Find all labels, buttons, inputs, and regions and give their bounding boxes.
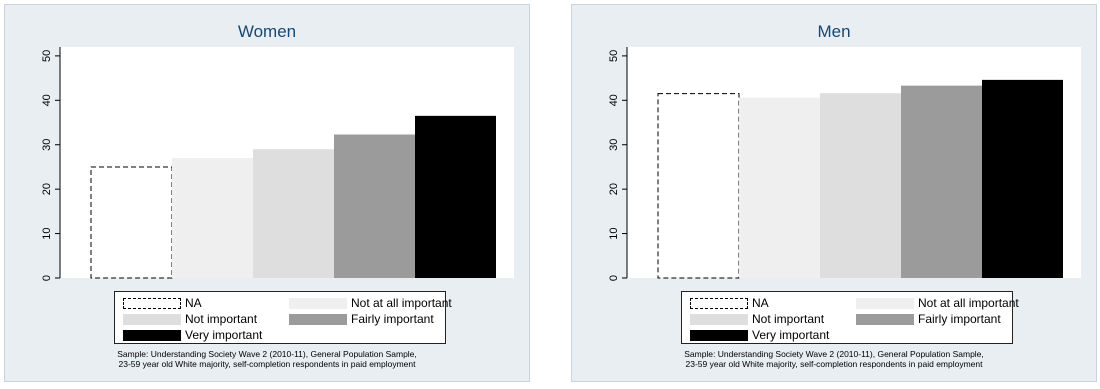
bar-not-at-all-important xyxy=(739,97,820,279)
legend-swatch-very-important xyxy=(690,330,748,341)
legend-swatch-not-at-all-important xyxy=(856,298,914,309)
chart-title: Women xyxy=(237,22,297,41)
chart-legend: NA Not at all important Not important Fa… xyxy=(114,291,452,344)
bar-not-important xyxy=(820,93,901,278)
bar-very-important xyxy=(415,115,496,278)
legend-label-na: NA xyxy=(185,296,202,310)
y-tick-label: 40 xyxy=(608,94,620,106)
bar-na xyxy=(657,93,740,279)
y-tick-label: 50 xyxy=(41,50,53,62)
y-tick-label: 40 xyxy=(41,94,53,106)
sample-note: Sample: Understanding Society Wave 2 (20… xyxy=(572,349,1096,369)
legend-swatch-not-at-all-important xyxy=(289,298,347,309)
sample-note-line-1: Sample: Understanding Society Wave 2 (20… xyxy=(684,349,984,359)
legend-label-very-important: Very important xyxy=(185,328,263,342)
y-tick-label: 20 xyxy=(41,183,53,195)
y-tick-label: 30 xyxy=(608,139,620,151)
legend-swatch-fairly-important xyxy=(856,314,914,325)
legend-swatch-fairly-important xyxy=(289,314,347,325)
legend-label-na: NA xyxy=(752,296,769,310)
y-tick-label: 20 xyxy=(608,183,620,195)
bar-not-important xyxy=(253,149,334,278)
men-chart-panel: Men 0 10 20 30 40 50 NA Not at all important … xyxy=(571,4,1097,382)
women-chart-panel: Women 0 10 20 30 40 50 NA Not at all importan… xyxy=(4,4,530,382)
men-bar-chart: 0 10 20 30 40 50 xyxy=(608,47,1081,281)
sample-note-line-2: 23-59 year old White majority, self-comp… xyxy=(118,359,416,369)
legend-swatch-na xyxy=(123,298,181,309)
y-tick-label: 30 xyxy=(41,139,53,151)
bar-not-at-all-important xyxy=(172,158,253,278)
y-tick-label: 10 xyxy=(41,227,53,239)
women-bar-chart: 0 10 20 30 40 50 xyxy=(41,47,514,281)
bar-fairly-important xyxy=(334,134,415,278)
legend-swatch-not-important xyxy=(123,314,181,325)
y-tick-label: 0 xyxy=(608,275,620,281)
sample-note: Sample: Understanding Society Wave 2 (20… xyxy=(5,349,529,369)
sample-note-line-1: Sample: Understanding Society Wave 2 (20… xyxy=(117,349,417,359)
legend-label-very-important: Very important xyxy=(752,328,830,342)
legend-label-not-at-all-important: Not at all important xyxy=(351,296,452,310)
chart-legend: NA Not at all important Not important Fa… xyxy=(681,291,1019,344)
legend-label-fairly-important: Fairly important xyxy=(351,312,434,326)
legend-label-not-important: Not important xyxy=(185,312,258,326)
chart-title: Men xyxy=(817,22,851,41)
bar-fairly-important xyxy=(901,85,982,279)
y-tick-label: 10 xyxy=(608,227,620,239)
legend-swatch-very-important xyxy=(123,330,181,341)
legend-swatch-not-important xyxy=(690,314,748,325)
bar-na xyxy=(90,166,173,279)
bar-very-important xyxy=(982,79,1063,278)
legend-label-not-important: Not important xyxy=(752,312,825,326)
legend-label-fairly-important: Fairly important xyxy=(918,312,1001,326)
y-tick-label: 50 xyxy=(608,50,620,62)
legend-label-not-at-all-important: Not at all important xyxy=(918,296,1019,310)
legend-swatch-na xyxy=(690,298,748,309)
y-tick-label: 0 xyxy=(41,275,53,281)
sample-note-line-2: 23-59 year old White majority, self-comp… xyxy=(685,359,983,369)
